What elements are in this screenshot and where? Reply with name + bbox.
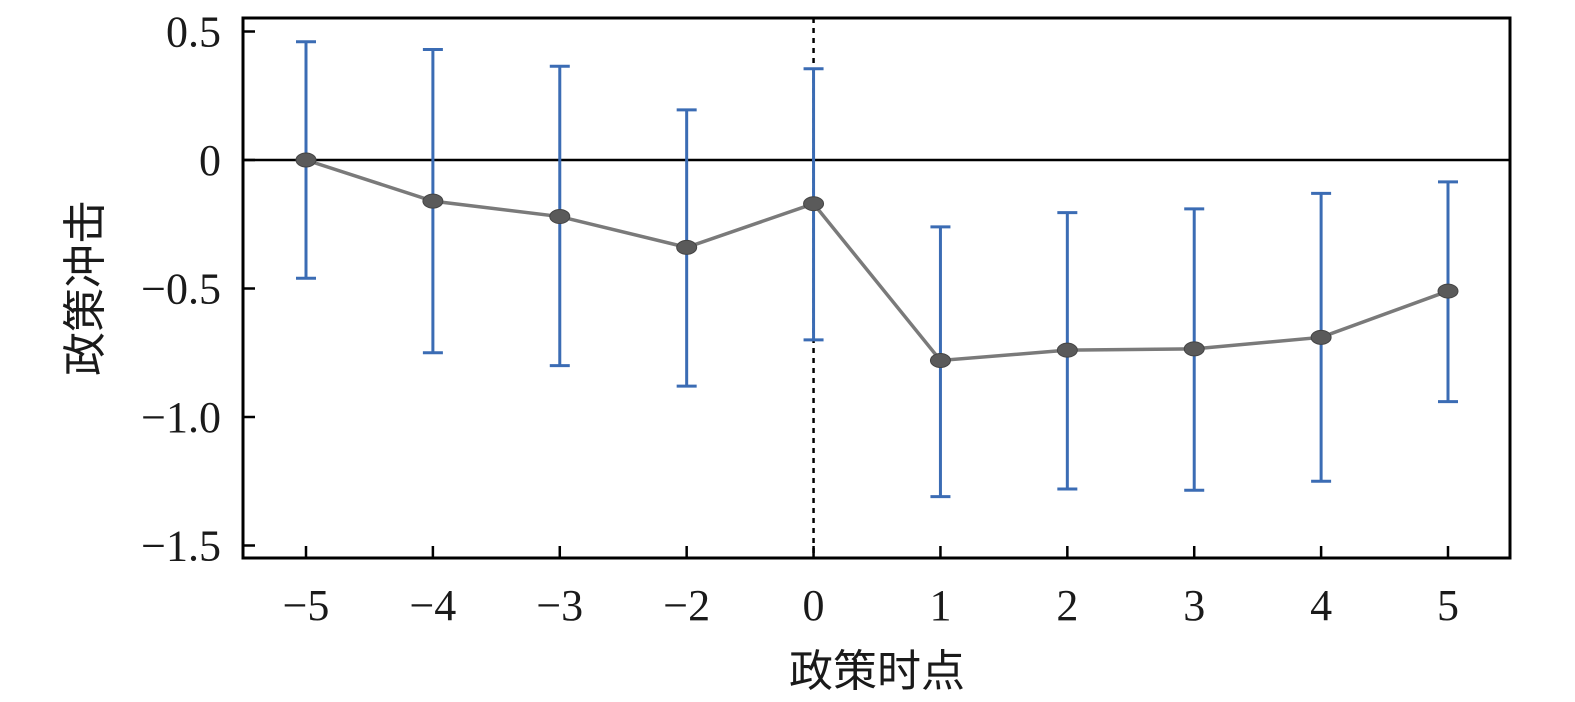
y-axis-title: 政策冲击 bbox=[61, 200, 110, 376]
x-tick-label: −4 bbox=[409, 581, 456, 630]
y-tick-label: −1.0 bbox=[141, 393, 221, 442]
x-tick-label: 5 bbox=[1437, 581, 1459, 630]
x-tick-label: 4 bbox=[1310, 581, 1332, 630]
y-ticks: 0.5 0 −0.5 −1.0 −1.5 bbox=[141, 8, 255, 571]
plot-layer bbox=[241, 16, 1512, 560]
data-point bbox=[549, 209, 571, 225]
data-point bbox=[1183, 341, 1205, 357]
data-point bbox=[295, 152, 317, 168]
data-point bbox=[803, 196, 825, 212]
x-tick-label: −5 bbox=[283, 581, 330, 630]
y-tick-label: −1.5 bbox=[141, 522, 221, 571]
x-tick-label: 1 bbox=[929, 581, 951, 630]
data-point bbox=[1310, 329, 1332, 345]
data-point bbox=[422, 193, 444, 209]
data-point bbox=[676, 239, 698, 255]
series-line bbox=[305, 158, 1449, 363]
y-tick-label: −0.5 bbox=[141, 265, 221, 314]
y-tick-label: 0 bbox=[199, 136, 221, 185]
data-point bbox=[929, 352, 951, 368]
data-point bbox=[1437, 283, 1459, 299]
x-tick-label: −3 bbox=[536, 581, 583, 630]
data-point bbox=[1056, 342, 1078, 358]
x-tick-label: −2 bbox=[663, 581, 710, 630]
x-tick-label: 0 bbox=[803, 581, 825, 630]
y-tick-label: 0.5 bbox=[166, 8, 221, 57]
x-tick-label: 3 bbox=[1183, 581, 1205, 630]
x-tick-label: 2 bbox=[1056, 581, 1078, 630]
x-ticks: −5 −4 −3 −2 0 1 2 3 4 5 bbox=[283, 546, 1459, 630]
x-axis-title: 政策时点 bbox=[789, 647, 965, 696]
